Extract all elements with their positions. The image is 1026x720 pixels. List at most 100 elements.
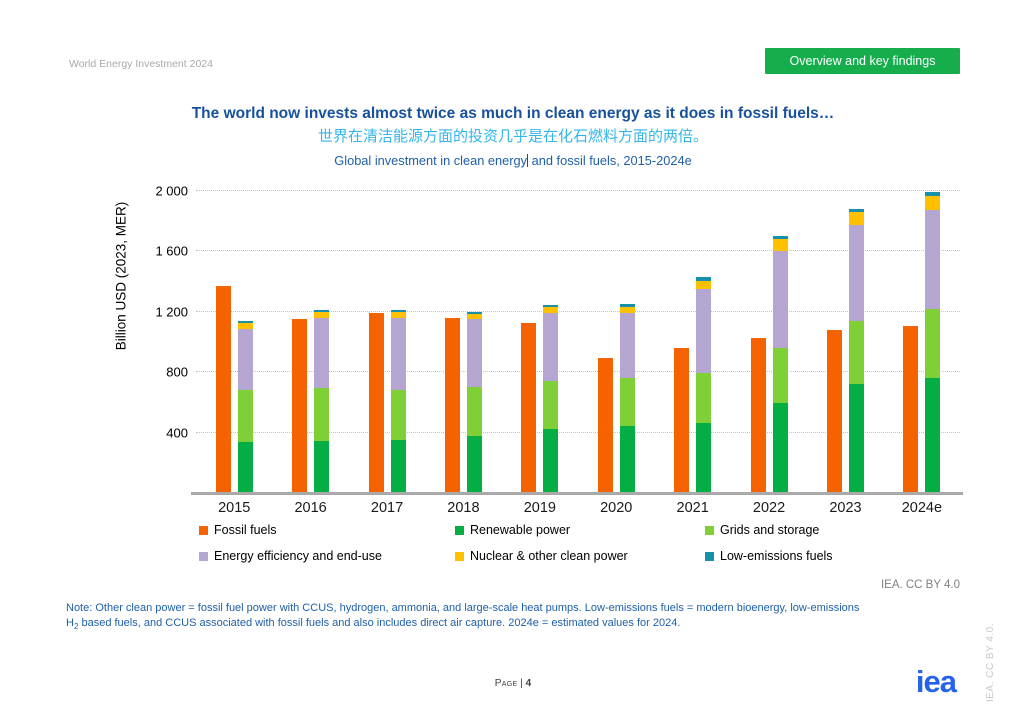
iea-logo: iea <box>915 664 957 699</box>
text-cursor <box>527 154 529 167</box>
clean-energy-bar <box>925 191 941 493</box>
fossil-fuels-bar <box>674 348 690 493</box>
bar-group-2020: 2020 <box>578 191 654 516</box>
fossil-fuels-bar <box>903 326 919 493</box>
legend-label: Nuclear & other clean power <box>470 549 628 563</box>
clean-energy-bar <box>696 277 712 493</box>
bar-group-2016: 2016 <box>272 191 348 516</box>
title-block: The world now invests almost twice as mu… <box>46 102 980 173</box>
fossil-fuels-bar <box>444 317 460 493</box>
grids-and-storage-segment <box>619 378 635 426</box>
x-axis-label: 2020 <box>600 500 633 516</box>
grids-and-storage-segment <box>390 389 406 441</box>
grids-and-storage-segment <box>237 390 253 442</box>
renewable-power-segment <box>696 423 712 493</box>
clean-energy-bar <box>314 310 330 493</box>
renewable-power-segment <box>925 378 941 493</box>
y-axis-ticks: 400 800 1 200 1 600 2 000 <box>118 184 188 493</box>
overview-button[interactable]: Overview and key findings <box>765 48 960 74</box>
energy-efficiency-and-end-use-segment <box>619 312 635 379</box>
chart-title-part1: Global investment in clean energy <box>334 153 528 168</box>
iea-license-credit: IEA. CC BY 4.0 <box>880 579 960 591</box>
legend-label: Renewable power <box>470 523 571 537</box>
legend-label: Energy efficiency and end-use <box>214 549 382 563</box>
y-tick-label: 1 600 <box>155 243 188 259</box>
report-title: World Energy Investment 2024 <box>69 58 213 70</box>
y-tick-label: 2 000 <box>155 183 188 199</box>
x-axis-label: 2023 <box>829 500 862 516</box>
y-tick-label: 1 200 <box>155 304 188 320</box>
renewable-power-segment <box>390 440 406 493</box>
grids-and-storage-segment <box>848 321 864 384</box>
chart-title-part2: and fossil fuels, 2015-2024e <box>528 153 692 168</box>
clean-energy-bar <box>619 304 635 493</box>
legend-label: Grids and storage <box>720 523 820 537</box>
x-axis-label: 2016 <box>294 500 327 516</box>
x-axis-label: 2017 <box>370 500 404 516</box>
page-number: Page | 4 <box>494 678 532 689</box>
footnote: Note: Other clean power = fossil fuel po… <box>66 601 996 634</box>
renewable-power-segment <box>848 383 864 493</box>
nuclear-other-clean-power-segment <box>543 307 559 314</box>
nuclear-other-clean-power-segment <box>314 312 330 319</box>
y-tick-label: 400 <box>166 425 188 441</box>
x-axis-label: 2019 <box>523 500 556 516</box>
energy-efficiency-swatch-icon <box>199 552 208 561</box>
chart-plot-area: 2015 2016 2017 2018 2019 2020 2021 2022 2023 2024… <box>196 190 960 516</box>
low-emissions-fuels-segment <box>848 209 864 213</box>
nuclear-other-clean-power-segment <box>237 323 253 329</box>
legend-label: Fossil fuels <box>214 523 277 537</box>
page-subtitle-chinese: 世界在清洁能源方面的投资几乎是在化石燃料方面的两倍。 <box>317 128 708 145</box>
x-axis-label: 2021 <box>676 500 709 516</box>
bar-group-2015: 2015 <box>196 191 272 516</box>
legend-item-energy-efficiency: Energy efficiency and end-use <box>199 549 382 563</box>
low-emissions-fuels-segment <box>696 277 712 281</box>
nuclear-other-clean-power-segment <box>619 306 635 313</box>
y-tick-label: 800 <box>166 364 188 380</box>
fossil-fuels-bar <box>521 322 537 493</box>
x-axis-label: 2024e <box>901 500 943 516</box>
grids-and-storage-segment <box>696 372 712 424</box>
renewable-power-segment <box>314 440 330 493</box>
bar-groups: 2015 2016 2017 2018 2019 2020 2021 2022 2023 2024… <box>196 191 960 516</box>
fossil-fuels-bar <box>215 286 231 493</box>
energy-efficiency-and-end-use-segment <box>925 209 941 310</box>
nuclear-swatch-icon <box>455 552 464 561</box>
clean-energy-bar <box>390 310 406 493</box>
renewable-power-segment <box>466 436 482 493</box>
low-emissions-fuels-segment <box>237 321 253 324</box>
legend-item-fossil-fuels: Fossil fuels <box>199 523 277 537</box>
clean-energy-bar <box>466 312 482 493</box>
energy-efficiency-and-end-use-segment <box>848 224 864 322</box>
gridline <box>196 190 960 191</box>
renewable-power-swatch-icon <box>455 526 464 535</box>
fossil-fuels-bar <box>368 313 384 493</box>
nuclear-other-clean-power-segment <box>848 212 864 225</box>
energy-efficiency-and-end-use-segment <box>772 251 788 348</box>
energy-efficiency-and-end-use-segment <box>543 313 559 382</box>
low-emissions-swatch-icon <box>705 552 714 561</box>
gridline <box>196 310 960 312</box>
low-emissions-fuels-segment <box>314 310 330 313</box>
legend-item-renewable-power: Renewable power <box>455 523 570 537</box>
fossil-fuels-swatch-icon <box>199 526 208 535</box>
bar-group-2017: 2017 <box>349 191 425 516</box>
energy-efficiency-and-end-use-segment <box>237 328 253 391</box>
grids-and-storage-segment <box>772 347 788 404</box>
bar-group-2018: 2018 <box>425 191 501 516</box>
gridline <box>196 371 960 373</box>
vertical-license-credit: IEA. CC BY 4.0. <box>985 622 996 702</box>
fossil-fuels-bar <box>597 357 613 493</box>
page-title: The world now invests almost twice as mu… <box>191 105 835 122</box>
legend-item-grids-storage: Grids and storage <box>705 523 819 537</box>
clean-energy-bar <box>543 305 559 493</box>
grids-storage-swatch-icon <box>705 526 714 535</box>
energy-efficiency-and-end-use-segment <box>314 318 330 389</box>
grids-and-storage-segment <box>543 381 559 430</box>
bar-group-2021: 2021 <box>654 191 730 516</box>
nuclear-other-clean-power-segment <box>390 312 406 318</box>
energy-efficiency-and-end-use-segment <box>696 289 712 373</box>
nuclear-other-clean-power-segment <box>925 196 941 210</box>
renewable-power-segment <box>237 441 253 493</box>
chart-title[interactable]: Global investment in clean energy and fo… <box>46 149 980 173</box>
